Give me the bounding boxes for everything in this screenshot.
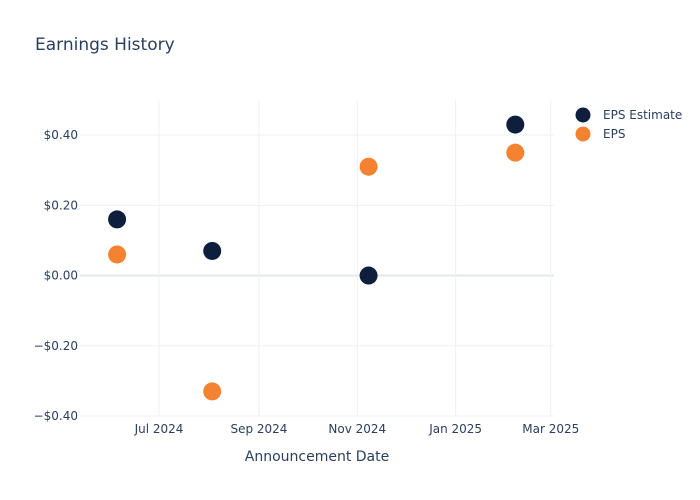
y-tick-label: $0.20 xyxy=(44,198,78,212)
chart-title: Earnings History xyxy=(35,35,175,55)
legend-label-eps: EPS xyxy=(603,127,625,141)
y-tick-label: $0.40 xyxy=(44,128,78,142)
x-axis-title: Announcement Date xyxy=(245,449,389,465)
legend-marker-eps xyxy=(575,126,591,142)
eps-point xyxy=(203,382,222,401)
x-tick-labels: Jul 2024 Sep 2024 Nov 2024 Jan 2025 Mar 2025 xyxy=(134,422,580,436)
eps-estimate-point xyxy=(506,115,525,134)
eps-point xyxy=(108,245,127,264)
legend: EPS Estimate EPS xyxy=(575,107,682,142)
x-tick-label: Mar 2025 xyxy=(522,422,579,436)
x-tick-label: Nov 2024 xyxy=(328,422,386,436)
grid-lines xyxy=(80,100,554,417)
eps-estimate-point xyxy=(108,210,127,229)
eps-estimate-point xyxy=(359,266,378,285)
x-tick-label: Jul 2024 xyxy=(134,422,184,436)
x-tick-label: Sep 2024 xyxy=(230,422,287,436)
legend-marker-eps-estimate xyxy=(575,107,591,123)
y-tick-label: −$0.40 xyxy=(34,409,78,423)
y-tick-labels: $0.40 $0.20 $0.00 −$0.20 −$0.40 xyxy=(34,128,78,423)
eps-point xyxy=(506,143,525,162)
x-tick-label: Jan 2025 xyxy=(428,422,482,436)
eps-point xyxy=(359,157,378,176)
legend-label-eps-estimate: EPS Estimate xyxy=(603,108,682,122)
eps-estimate-point xyxy=(203,241,222,260)
y-tick-label: −$0.20 xyxy=(34,339,78,353)
y-tick-label: $0.00 xyxy=(44,269,78,283)
data-points xyxy=(108,115,525,401)
